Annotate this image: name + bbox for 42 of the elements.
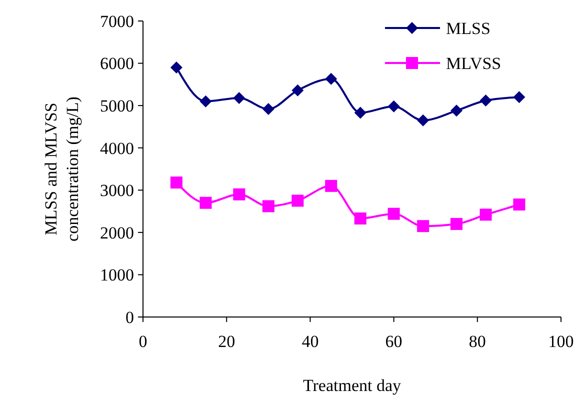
point	[480, 208, 492, 221]
x-tick-label: 20	[218, 332, 236, 351]
legend-label: MLSS	[446, 18, 490, 38]
point	[354, 212, 366, 224]
point	[262, 200, 274, 212]
point	[292, 194, 304, 207]
y-tick-label: 4000	[100, 138, 134, 158]
point	[354, 106, 366, 119]
y-tick-label: 2000	[100, 223, 134, 242]
y-tick-label: 0	[126, 308, 134, 327]
x-tick-label: 0	[138, 332, 148, 351]
legend-label: MLVSS	[446, 54, 502, 73]
x-tick-label: 60	[385, 332, 402, 351]
point	[325, 72, 338, 85]
y-tick-label: 6000	[100, 54, 134, 74]
y-axis-title: MLSS and MLVSS concentration (mg/L)	[42, 96, 82, 242]
point	[200, 196, 212, 209]
point	[450, 218, 462, 230]
point	[292, 84, 304, 96]
point	[200, 95, 212, 108]
point	[417, 220, 430, 232]
point	[388, 208, 400, 220]
x-tick-label: 100	[548, 332, 574, 351]
point	[170, 176, 182, 189]
point	[262, 102, 274, 115]
y-tick-label: 1000	[100, 266, 134, 285]
point	[233, 188, 246, 200]
point	[450, 104, 462, 117]
y-tick-label: 5000	[100, 96, 134, 116]
point	[170, 62, 182, 74]
y-tick-label: 3000	[100, 181, 134, 200]
x-tick-label: 40	[302, 332, 319, 351]
point	[388, 100, 400, 112]
point	[480, 94, 492, 106]
point	[233, 92, 246, 104]
x-tick-label: 80	[468, 332, 486, 351]
y-tick-label: 7000	[100, 12, 134, 31]
point	[513, 91, 526, 104]
point	[513, 198, 526, 211]
point	[325, 180, 338, 192]
x-axis-title: Treatment day	[302, 376, 402, 395]
point	[417, 114, 430, 126]
